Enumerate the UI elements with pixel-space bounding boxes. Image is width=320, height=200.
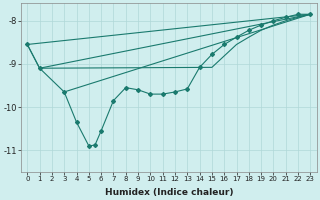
X-axis label: Humidex (Indice chaleur): Humidex (Indice chaleur): [105, 188, 233, 197]
